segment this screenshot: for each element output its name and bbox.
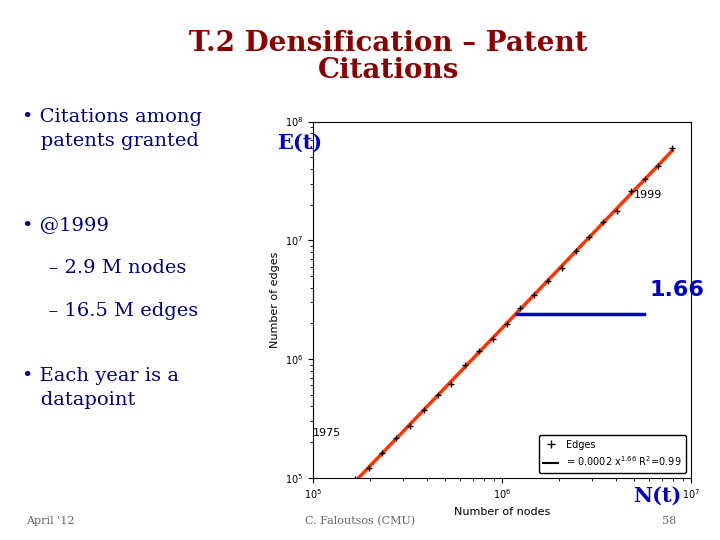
Text: Carnegie Mellon: Carnegie Mellon xyxy=(24,13,120,22)
Text: T.2 Densification – Patent: T.2 Densification – Patent xyxy=(189,30,588,57)
Text: April '12: April '12 xyxy=(26,516,75,526)
Text: Citations: Citations xyxy=(318,57,459,84)
Text: E(t): E(t) xyxy=(277,132,323,152)
X-axis label: Number of nodes: Number of nodes xyxy=(454,507,550,517)
Text: 58: 58 xyxy=(662,516,677,526)
Text: – 2.9 M nodes: – 2.9 M nodes xyxy=(36,259,186,277)
Text: 1.66: 1.66 xyxy=(649,280,704,300)
Text: • Citations among
   patents granted: • Citations among patents granted xyxy=(22,108,202,150)
Y-axis label: Number of edges: Number of edges xyxy=(269,252,279,348)
Text: 1999: 1999 xyxy=(634,190,662,200)
Text: • Each year is a
   datapoint: • Each year is a datapoint xyxy=(22,367,179,409)
Text: – 16.5 M edges: – 16.5 M edges xyxy=(36,302,198,320)
Text: N(t): N(t) xyxy=(634,486,682,506)
Legend: Edges, = 0.0002 x$^{1.66}$ R$^2$=0.99: Edges, = 0.0002 x$^{1.66}$ R$^2$=0.99 xyxy=(539,435,686,473)
Text: • @1999: • @1999 xyxy=(22,216,109,234)
Text: C. Faloutsos (CMU): C. Faloutsos (CMU) xyxy=(305,516,415,526)
Text: 1975: 1975 xyxy=(313,428,341,438)
